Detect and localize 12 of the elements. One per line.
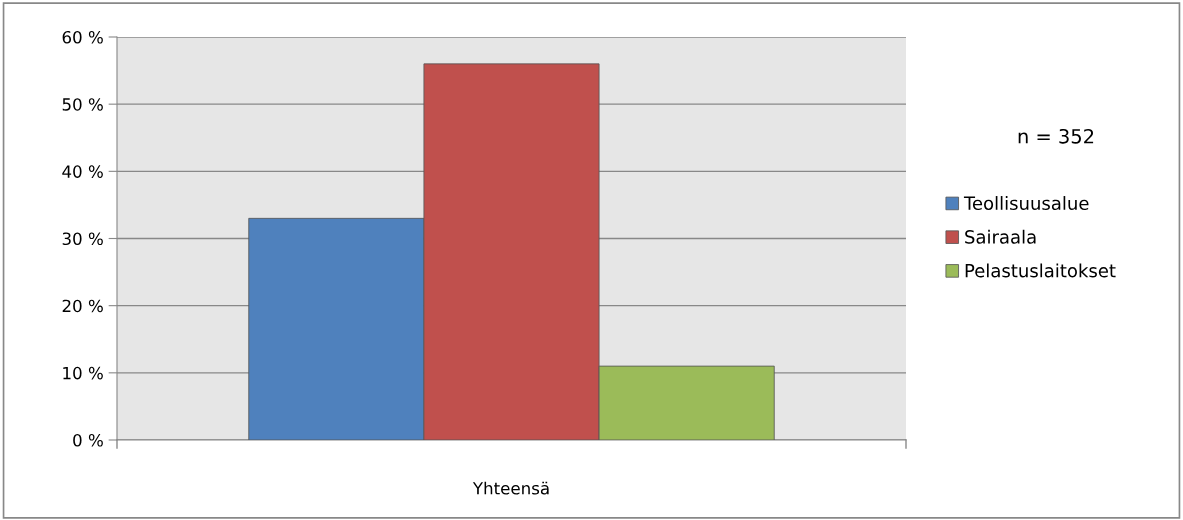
- y-tick-label: 10 %: [63, 366, 103, 380]
- y-tick-label: 0 %: [73, 433, 103, 447]
- legend-label: Teollisuusalue: [963, 196, 1089, 211]
- legend-label: Sairaala: [965, 229, 1036, 244]
- y-tick-label: 20 %: [62, 299, 103, 313]
- y-tick-label: 60 %: [62, 30, 103, 44]
- x-tick-label: Yhteensä: [472, 481, 549, 495]
- y-tick-label: 40 %: [62, 165, 103, 178]
- y-tick-label: 50 %: [62, 98, 103, 111]
- text: n = 352: [1018, 128, 1094, 144]
- legend-label: Pelastuslaitokset: [965, 263, 1116, 278]
- y-tick-label: 30 %: [62, 232, 103, 246]
